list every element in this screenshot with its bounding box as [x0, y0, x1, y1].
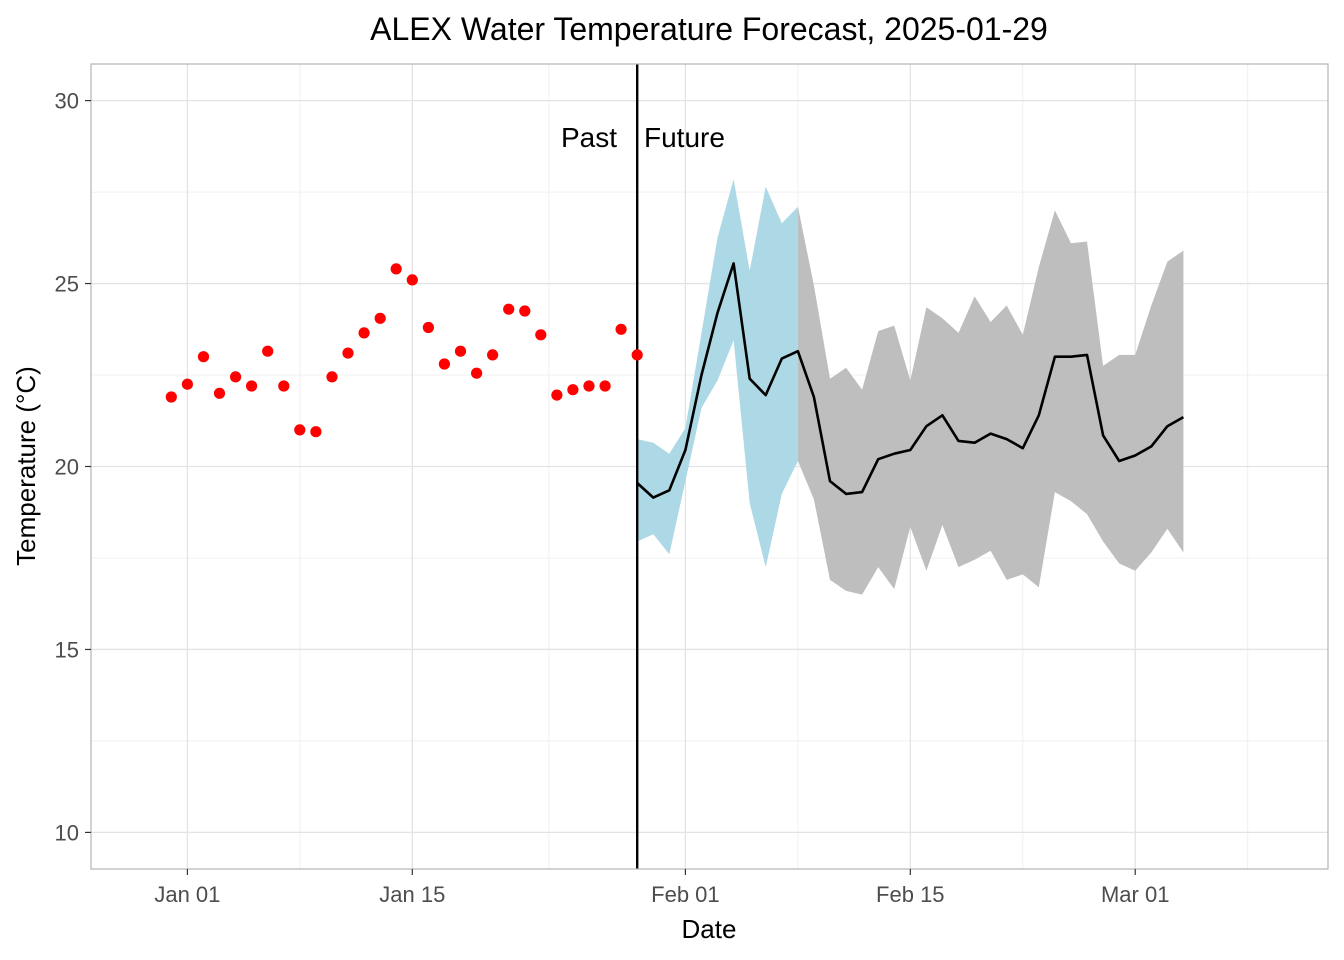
observed-point [358, 327, 370, 339]
observed-point [326, 371, 338, 383]
observed-point [503, 303, 515, 315]
observed-point [471, 367, 483, 379]
observed-point [278, 380, 290, 392]
observed-point [294, 424, 306, 436]
x-axis-ticks: Jan 01 Jan 15 Feb 01 Feb 15 Mar 01 [154, 869, 1169, 907]
x-tick-label: Mar 01 [1101, 882, 1169, 907]
observed-point [615, 323, 627, 335]
observed-point [535, 329, 547, 341]
x-tick-label: Feb 01 [651, 882, 720, 907]
annotation-past: Past [561, 122, 617, 153]
y-tick-label: 15 [55, 637, 79, 662]
chart-title: ALEX Water Temperature Forecast, 2025-01… [370, 11, 1048, 47]
observed-point [181, 378, 193, 390]
y-axis-ticks: 10 15 20 25 30 [55, 89, 91, 845]
y-tick-label: 10 [55, 820, 79, 845]
observed-point [406, 274, 418, 286]
observed-point [519, 305, 531, 317]
x-tick-label: Feb 15 [876, 882, 945, 907]
x-tick-label: Jan 01 [154, 882, 220, 907]
observed-point [487, 349, 499, 361]
x-axis-title: Date [682, 914, 737, 944]
y-axis-title: Temperature (°C) [11, 366, 41, 566]
observed-point [438, 358, 450, 370]
observed-point [230, 371, 242, 383]
observed-point [631, 349, 643, 361]
observed-point [374, 312, 386, 324]
observed-points [165, 263, 643, 438]
annotation-future: Future [644, 122, 725, 153]
observed-point [422, 321, 434, 334]
forecast-band-grey [797, 206, 1184, 595]
y-tick-label: 30 [55, 89, 79, 114]
observed-point [583, 380, 595, 392]
forecast-mean-line-group [636, 262, 1185, 499]
observed-point [551, 389, 563, 401]
y-tick-label: 25 [55, 272, 79, 297]
observed-point [454, 345, 467, 357]
observed-point [310, 426, 322, 438]
past-future-annotations: Past Future [561, 122, 725, 153]
y-tick-label: 20 [55, 455, 79, 480]
observed-point [567, 384, 579, 396]
major-gridlines [91, 64, 1328, 869]
observed-point [246, 380, 258, 392]
x-tick-label: Jan 15 [379, 882, 445, 907]
observed-point [342, 347, 354, 359]
forecast-mean-line [636, 262, 1185, 499]
observed-point [262, 345, 274, 357]
observed-point [213, 387, 226, 399]
observed-point [390, 263, 402, 275]
observed-point [599, 380, 611, 392]
observed-point [165, 391, 177, 403]
observed-point [197, 351, 210, 363]
